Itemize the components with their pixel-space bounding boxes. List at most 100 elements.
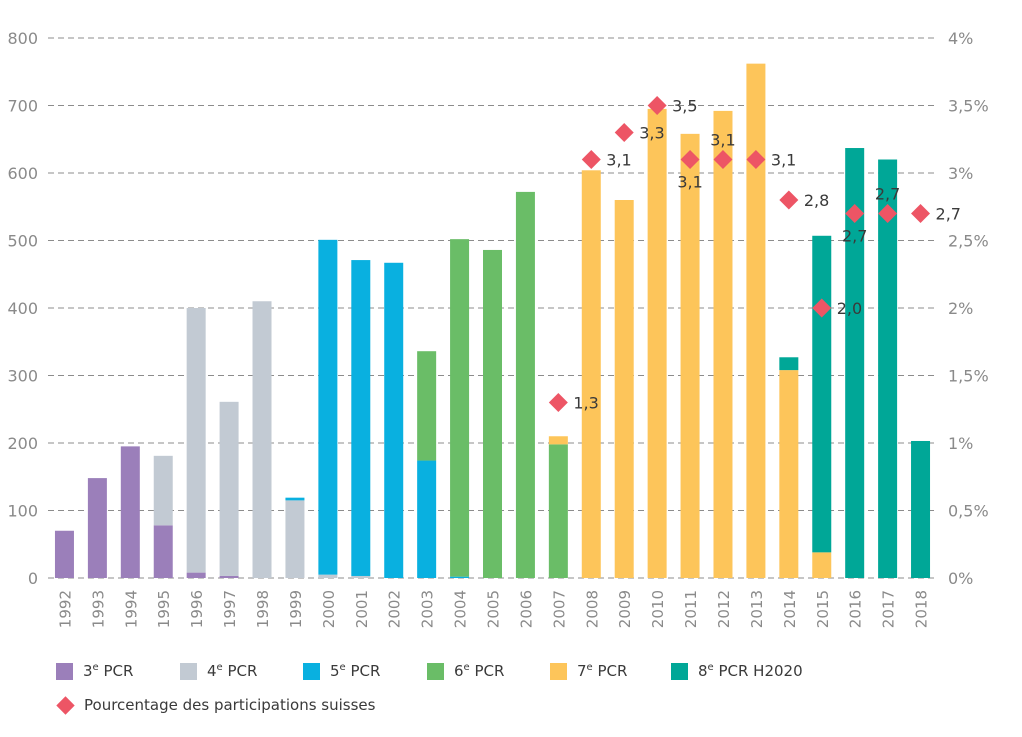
x-tick-label: 1994: [122, 590, 140, 628]
bar-segment: [318, 239, 338, 575]
y2-tick-label: 2,5%: [948, 232, 989, 251]
data-label: 1,3: [573, 394, 598, 413]
legend-label: 4e PCR: [207, 662, 258, 680]
bar-segment: [318, 574, 338, 578]
x-tick-label: 2013: [748, 590, 766, 628]
bar-segment: [845, 148, 865, 578]
bar-segment: [911, 440, 931, 578]
data-label: 3,1: [677, 173, 702, 192]
data-point: [680, 150, 700, 169]
bar-segment: [581, 170, 601, 579]
x-tick-label: 2011: [682, 590, 700, 628]
bar-segment: [746, 63, 766, 578]
y2-tick-label: 0,5%: [948, 502, 989, 521]
data-label: 3,1: [771, 151, 796, 170]
x-tick-label: 2005: [485, 590, 503, 628]
bar-segment: [285, 500, 305, 578]
bar-segment: [120, 446, 140, 578]
bar-segment: [812, 552, 832, 578]
x-tick-label: 2008: [583, 590, 601, 628]
data-label: 3,1: [606, 151, 631, 170]
x-tick-label: 2010: [649, 590, 667, 628]
legend-swatch: [180, 662, 197, 680]
bar-segment: [252, 301, 272, 578]
diamond-icon: [56, 695, 75, 715]
x-tick-label: 2002: [386, 590, 404, 628]
bar-segment: [812, 235, 832, 553]
bar-segment: [384, 262, 404, 578]
data-point: [878, 204, 898, 223]
bar-segment: [483, 249, 502, 578]
x-tick-label: 2018: [913, 590, 931, 628]
data-label: 2,7: [936, 205, 961, 224]
data-label: 2,7: [875, 185, 900, 204]
legend-item-5e-pcr: 5e PCR: [303, 660, 380, 682]
legend-item-6e-pcr: 6e PCR: [427, 660, 504, 682]
data-point: [746, 150, 766, 169]
legend: 3e PCR 4e PCR 5e PCR 6e PCR 7e PCR 8e PC…: [56, 660, 956, 730]
data-point: [845, 204, 865, 223]
data-point: [647, 96, 667, 115]
y2-tick-label: 3%: [948, 164, 973, 183]
bar-segment: [614, 200, 634, 578]
data-label: 3,3: [639, 124, 664, 143]
bar-segment: [219, 401, 239, 576]
y-tick-label: 100: [7, 502, 38, 521]
data-point: [779, 190, 799, 210]
y-tick-label: 800: [7, 29, 38, 48]
data-point: [713, 150, 733, 169]
bar-segment: [285, 497, 305, 501]
x-tick-label: 1997: [221, 590, 239, 628]
legend-swatch: [550, 662, 567, 680]
legend-swatch: [56, 662, 73, 680]
bar-segment: [878, 159, 898, 578]
legend-label: 7e PCR: [577, 662, 628, 680]
bar-segment: [450, 576, 470, 578]
data-point: [548, 393, 568, 412]
bar-segment: [450, 239, 470, 577]
data-point: [911, 204, 931, 223]
y2-tick-label: 1%: [948, 434, 973, 453]
legend-item-7e-pcr: 7e PCR: [550, 660, 627, 682]
legend-label: 5e PCR: [330, 662, 381, 680]
bar-segment: [219, 575, 239, 578]
bar-segment: [515, 191, 535, 578]
x-tick-label: 2015: [814, 590, 832, 628]
bar-segment: [153, 525, 173, 578]
y-tick-label: 600: [7, 164, 38, 183]
legend-swatch: [427, 662, 444, 680]
data-label: 2,0: [837, 299, 862, 318]
x-tick-label: 2001: [353, 590, 371, 628]
data-label: 3,1: [710, 131, 735, 150]
bar-segment: [548, 436, 568, 445]
x-tick-label: 1999: [287, 590, 305, 628]
x-tick-label: 2017: [880, 590, 898, 628]
legend-label: Pourcentage des participations suisses: [84, 696, 376, 714]
data-point: [812, 298, 832, 318]
x-tick-label: 1992: [56, 590, 74, 628]
bar-segment: [417, 351, 437, 461]
x-tick-label: 2016: [847, 590, 865, 628]
x-tick-label: 2012: [715, 590, 733, 628]
legend-swatch: [671, 662, 688, 680]
y-tick-label: 400: [7, 299, 38, 318]
bar-segment: [647, 108, 667, 578]
x-tick-label: 1993: [89, 590, 107, 628]
data-label: 2,8: [804, 191, 829, 210]
x-tick-label: 2006: [517, 590, 535, 628]
x-tick-label: 1996: [188, 590, 206, 628]
x-tick-label: 2004: [452, 590, 470, 628]
data-label: 3,5: [672, 97, 697, 116]
legend-item-4e-pcr: 4e PCR: [180, 660, 257, 682]
data-point: [581, 150, 601, 169]
legend-swatch: [303, 662, 320, 680]
x-tick-label: 2000: [320, 590, 338, 628]
x-tick-label: 2014: [781, 590, 799, 628]
bar-segment: [186, 572, 206, 578]
bar-segment: [351, 575, 371, 578]
y-tick-label: 700: [7, 97, 38, 116]
y2-tick-label: 3,5%: [948, 97, 989, 116]
legend-item-percentage: Pourcentage des participations suisses: [56, 694, 375, 716]
x-tick-label: 1998: [254, 590, 272, 628]
